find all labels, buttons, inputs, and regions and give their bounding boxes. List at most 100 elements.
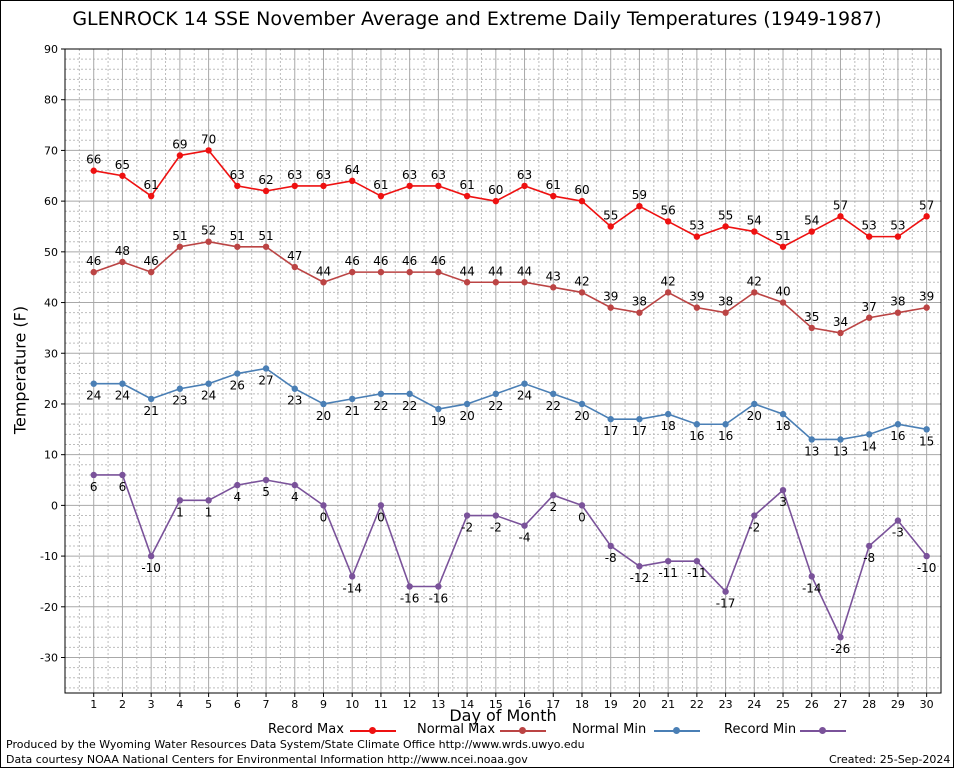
data-point-normal-max <box>550 284 557 291</box>
data-point-normal-min <box>808 436 815 443</box>
x-tick-label: 30 <box>920 698 934 711</box>
data-label-normal-max: 35 <box>804 310 819 324</box>
data-label-record-min: -3 <box>892 526 904 540</box>
x-tick-label: 12 <box>403 698 417 711</box>
data-point-record-min <box>435 583 442 590</box>
data-label-record-min: 2 <box>549 500 557 514</box>
data-label-normal-max: 46 <box>345 254 360 268</box>
data-label-record-max: 64 <box>345 163 360 177</box>
data-point-normal-max <box>176 243 184 250</box>
series-line-record-min <box>93 474 928 640</box>
x-tick-label: 3 <box>148 698 155 711</box>
data-label-normal-min: 16 <box>718 429 733 443</box>
data-label-record-max: 57 <box>833 198 848 212</box>
data-point-record-max <box>349 177 356 185</box>
data-point-normal-min <box>521 380 528 387</box>
x-tick-label: 8 <box>291 698 298 711</box>
data-label-normal-max: 39 <box>919 290 934 304</box>
data-label-normal-max: 51 <box>230 229 245 243</box>
data-point-normal-min <box>463 400 471 408</box>
data-point-record-max <box>722 223 729 230</box>
data-label-normal-min: 23 <box>172 394 187 408</box>
data-label-record-min: -26 <box>831 642 851 656</box>
series-line-record-max <box>93 149 928 248</box>
data-point-record-max <box>435 182 442 190</box>
data-point-normal-min <box>349 395 356 403</box>
data-label-record-max: 54 <box>804 214 819 228</box>
data-point-normal-min <box>377 390 385 398</box>
data-label-normal-max: 46 <box>86 254 101 268</box>
data-label-record-min: -16 <box>429 592 449 606</box>
data-point-normal-min <box>751 400 758 408</box>
x-tick-label: 19 <box>604 698 618 711</box>
y-tick-label: 50 <box>44 246 58 259</box>
data-label-record-min: 4 <box>234 490 242 504</box>
data-label-record-min: 5 <box>262 485 270 499</box>
data-point-normal-min <box>176 385 184 392</box>
data-label-record-max: 59 <box>632 188 647 202</box>
data-label-normal-min: 19 <box>431 414 446 428</box>
data-point-normal-max <box>320 279 327 286</box>
data-point-record-min <box>176 497 184 504</box>
y-tick-label: 90 <box>44 43 58 56</box>
data-point-normal-min <box>205 380 212 387</box>
data-point-normal-max <box>234 243 241 250</box>
data-label-normal-min: 20 <box>574 409 589 423</box>
data-point-normal-min <box>779 410 787 418</box>
data-label-normal-max: 47 <box>287 249 302 263</box>
data-label-record-min: 0 <box>320 510 328 524</box>
data-point-record-min <box>550 492 557 499</box>
data-point-record-max <box>923 213 930 220</box>
data-point-record-min <box>377 502 385 509</box>
data-point-normal-min <box>90 380 97 387</box>
data-point-record-min <box>607 542 614 550</box>
data-label-record-min: -8 <box>863 551 875 565</box>
data-point-record-max <box>291 182 298 190</box>
legend-marker-record-min <box>819 727 826 734</box>
data-label-normal-max: 37 <box>862 300 877 314</box>
data-label-record-max: 56 <box>661 203 676 217</box>
data-label-normal-min: 13 <box>833 444 848 458</box>
data-label-normal-max: 52 <box>201 224 216 238</box>
data-point-normal-max <box>751 289 758 296</box>
x-tick-label: 6 <box>234 698 241 711</box>
data-point-normal-max <box>262 243 270 250</box>
x-tick-label: 21 <box>661 698 675 711</box>
data-point-record-min <box>119 471 126 479</box>
data-label-record-max: 63 <box>431 168 446 182</box>
data-label-normal-max: 34 <box>833 315 848 329</box>
data-label-record-min: -11 <box>687 566 707 580</box>
data-label-record-max: 63 <box>287 168 302 182</box>
data-point-record-max <box>492 197 500 205</box>
data-point-record-min <box>90 471 97 479</box>
data-point-record-max <box>234 182 241 190</box>
data-point-record-min <box>808 573 815 580</box>
data-label-normal-min: 23 <box>287 394 302 408</box>
data-point-normal-min <box>894 421 902 428</box>
data-point-normal-min <box>923 426 930 433</box>
data-point-record-min <box>837 634 844 641</box>
data-point-normal-min <box>865 431 873 438</box>
data-point-record-min <box>722 588 729 595</box>
series-normal-min: 24 24 21 23 24 26 27 23 20 21 22 22 19 20 22 24 22 20 17 17… <box>86 365 934 458</box>
data-point-normal-min <box>578 400 586 408</box>
data-point-normal-max <box>693 304 701 311</box>
data-label-normal-max: 44 <box>459 264 474 278</box>
data-label-normal-min: 21 <box>144 404 159 418</box>
data-point-record-max <box>90 167 97 174</box>
data-label-record-min: -10 <box>141 561 161 575</box>
data-label-record-min: 6 <box>119 480 127 494</box>
data-point-normal-min <box>837 436 844 443</box>
data-label-record-min: -10 <box>917 561 937 575</box>
data-point-normal-max <box>492 279 500 286</box>
data-point-normal-max <box>722 309 729 316</box>
data-point-normal-min <box>406 390 413 398</box>
data-point-record-max <box>894 233 902 240</box>
data-point-record-max <box>578 197 586 205</box>
series-record-max: 66 65 61 69 70 63 62 63 63 64 61 63 63 61 60 63 61 60 55 59… <box>86 132 934 250</box>
x-tick-label: 22 <box>690 698 704 711</box>
data-point-record-min <box>406 583 413 590</box>
data-point-normal-max <box>435 268 442 276</box>
x-tick-label: 25 <box>776 698 790 711</box>
